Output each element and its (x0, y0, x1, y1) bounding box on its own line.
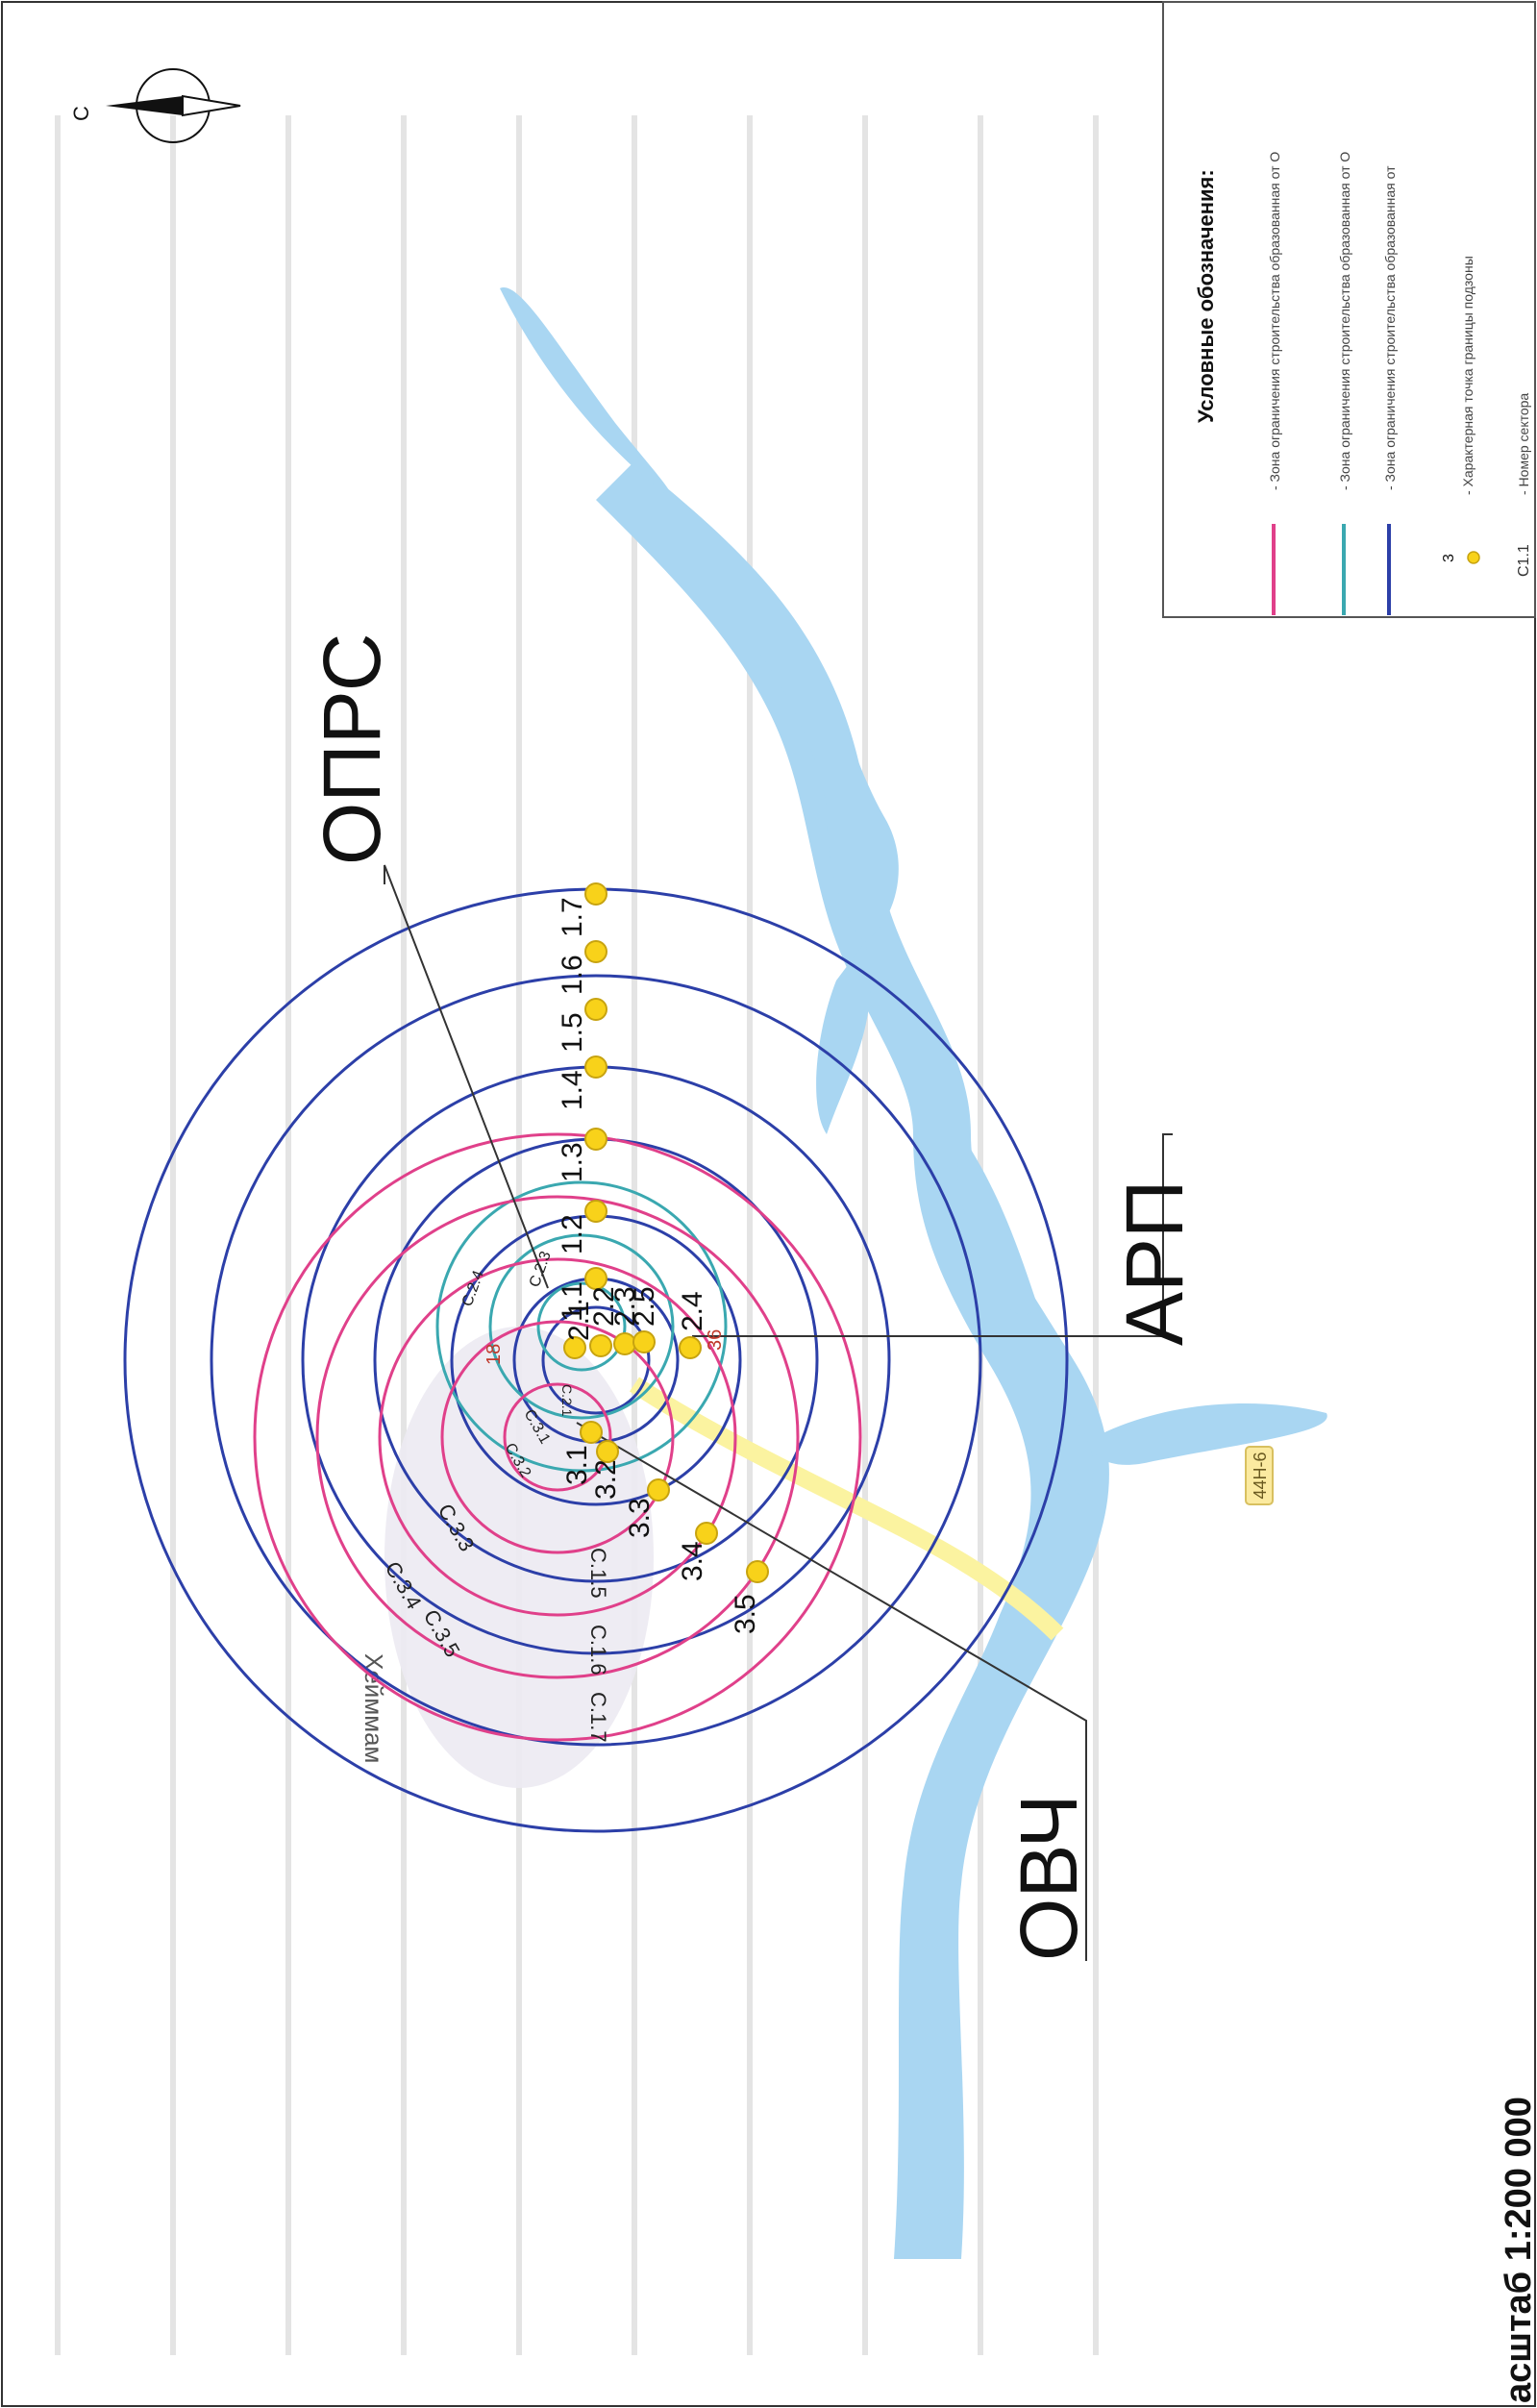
points-series-3 (580, 1421, 769, 1583)
teal-zone-circles (435, 1180, 728, 1473)
legend-item-2: - Зона ограничения строительства образов… (1337, 152, 1352, 490)
point-label-1-1: 1.1 (557, 1281, 588, 1322)
points-series-2 (563, 1330, 702, 1359)
legend-sector-text: - Номер сектора (1516, 393, 1531, 495)
point-3-4 (695, 1522, 718, 1545)
legend-point-number: 3 (1441, 554, 1457, 562)
point-label-3-4: 3.4 (677, 1541, 708, 1581)
point-1-1 (584, 1267, 607, 1290)
runway-labels: 18 36 (483, 1329, 726, 1365)
point-label-2-2: 2.2 (588, 1286, 620, 1327)
point-label-2-3: 2.3 (609, 1286, 641, 1327)
point-1-5 (584, 998, 607, 1021)
legend: Условные обозначения: - Зона ограничения… (1162, 1, 1536, 618)
sector-c-1-6: С.1.6 (586, 1625, 610, 1676)
point-labels-series-2: 2.1 2.2 2.3 2.4 2.5 (563, 1286, 708, 1341)
point-3-3 (647, 1478, 670, 1502)
point-label-3-1: 3.1 (561, 1445, 593, 1485)
point-label-1-2: 1.2 (557, 1214, 588, 1254)
legend-title: Условные обозначения: (1194, 169, 1218, 423)
point-1-4 (584, 1055, 607, 1079)
legend-box (1162, 1, 1536, 618)
arp-label: АРП (1109, 1180, 1200, 1346)
point-label-1-3: 1.3 (557, 1142, 588, 1182)
legend-point-icon (1467, 551, 1480, 564)
scale-text: асштаб 1:200 000 (1499, 2097, 1537, 2403)
point-label-2-1: 2.1 (563, 1301, 595, 1341)
road (630, 1377, 1064, 1641)
road-label: 44Н-6 (1251, 1452, 1270, 1499)
compass-north-label: С (69, 106, 93, 121)
sector-c-1-5: С.1.5 (586, 1548, 610, 1599)
point-label-3-5: 3.5 (730, 1594, 761, 1634)
point-label-1-5: 1.5 (557, 1012, 588, 1053)
legend-sector-number: С1.1 (1516, 544, 1532, 577)
points-series-1 (584, 882, 607, 1290)
pink-zone-circles (253, 1132, 862, 1742)
point-1-2 (584, 1200, 607, 1223)
point-3-1 (580, 1421, 603, 1444)
compass-rose: С (69, 68, 241, 143)
compass-tail-icon (182, 94, 241, 117)
point-label-1-4: 1.4 (557, 1070, 588, 1110)
ovch-label: ОВЧ (1004, 1794, 1094, 1961)
leader-lines (384, 864, 1173, 1961)
legend-item-1: - Зона ограничения строительства образов… (1267, 152, 1282, 490)
sector-c-1-7: С.1.7 (586, 1692, 610, 1743)
point-label-1-6: 1.6 (557, 955, 588, 995)
point-2-4 (679, 1336, 702, 1359)
point-2-5 (632, 1330, 656, 1353)
runway-heading-36: 36 (705, 1329, 726, 1351)
point-labels-series-3: 3.1 3.2 3.3 3.4 3.5 (561, 1445, 761, 1634)
point-3-5 (746, 1560, 769, 1583)
point-label-2-5: 2.5 (629, 1286, 660, 1327)
compass-needle-icon (106, 96, 183, 115)
point-3-2 (596, 1440, 619, 1463)
point-labels-series-1: 1.1 1.2 1.3 1.4 1.5 1.6 1.7 (557, 897, 588, 1322)
legend-point-text: - Характерная точка границы подзоны (1460, 256, 1475, 495)
runway-heading-18: 18 (483, 1344, 505, 1365)
point-label-3-2: 3.2 (590, 1459, 622, 1500)
point-1-6 (584, 940, 607, 963)
sector-c-2-1: С.2.1 (559, 1384, 575, 1417)
point-1-3 (584, 1128, 607, 1151)
point-2-3 (613, 1332, 636, 1355)
legend-item-3: - Зона ограничения строительства образов… (1382, 165, 1398, 490)
point-label-1-7: 1.7 (557, 897, 588, 937)
opr-label: ОПРС (307, 633, 397, 865)
point-label-3-3: 3.3 (624, 1498, 656, 1538)
point-label-2-4: 2.4 (677, 1291, 708, 1331)
point-2-1 (563, 1336, 586, 1359)
point-2-2 (589, 1334, 612, 1357)
river (500, 287, 1327, 2259)
road-label-box: 44Н-6 (1245, 1446, 1274, 1505)
point-1-7 (584, 882, 607, 906)
